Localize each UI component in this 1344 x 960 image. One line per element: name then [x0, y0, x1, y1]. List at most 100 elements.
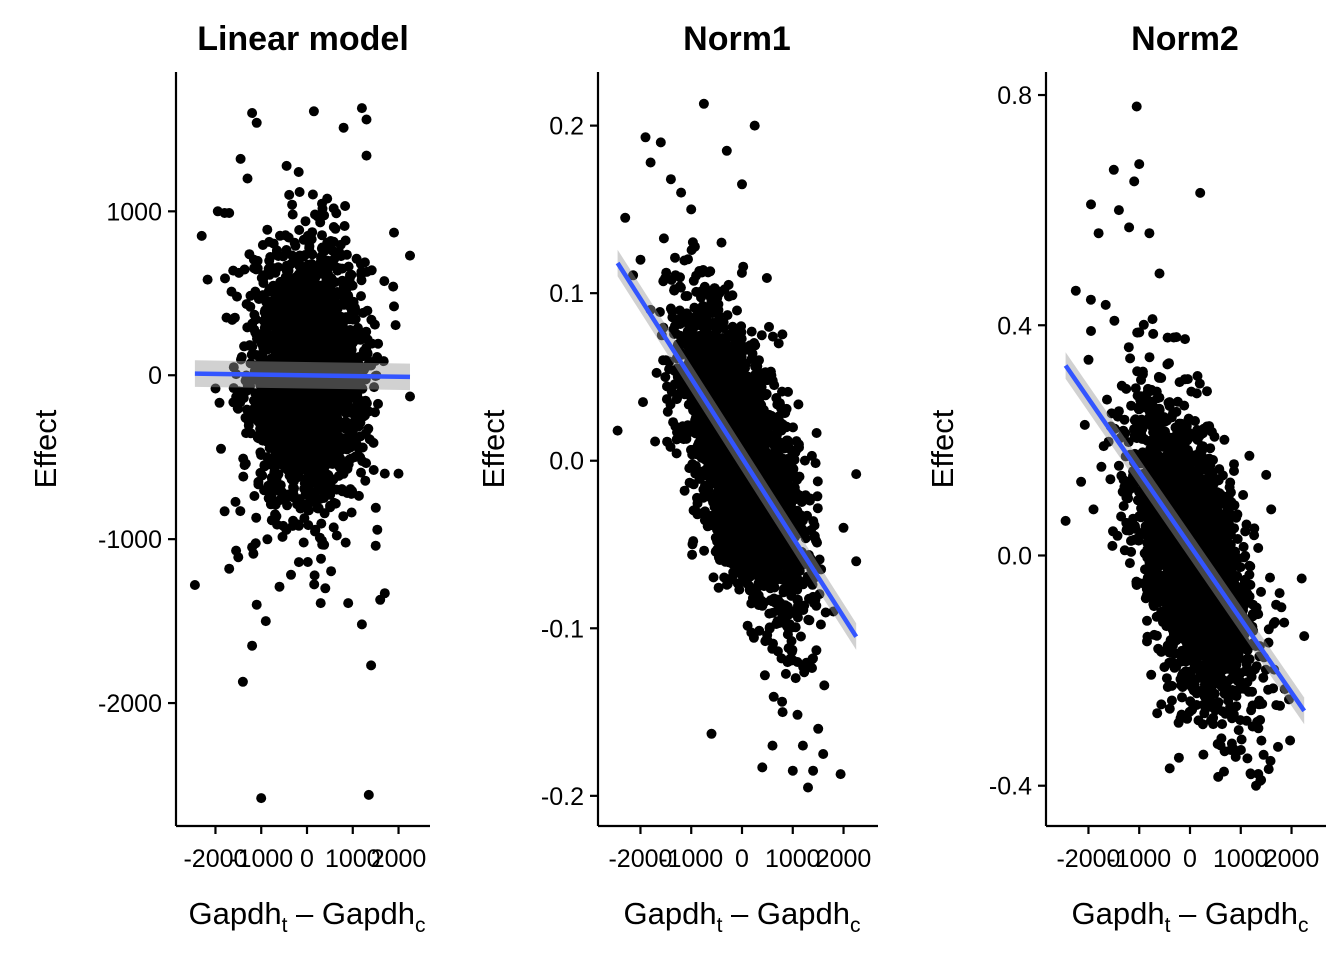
data-point: [278, 251, 289, 262]
data-point: [769, 380, 780, 391]
data-point: [687, 549, 698, 560]
data-point: [241, 428, 252, 439]
data-point: [706, 285, 717, 296]
data-point: [748, 632, 759, 643]
x-tick-label: -1000: [229, 845, 293, 873]
data-point: [333, 247, 344, 258]
data-point: [293, 408, 304, 419]
x-axis-title-part: –: [287, 896, 321, 931]
data-point: [255, 392, 266, 403]
data-point: [257, 240, 268, 250]
data-point: [262, 432, 272, 443]
data-point: [757, 600, 768, 611]
data-point: [752, 548, 763, 559]
data-point: [795, 631, 806, 642]
data-point: [361, 150, 372, 161]
data-point: [699, 545, 710, 556]
data-point: [310, 395, 321, 406]
data-point: [806, 525, 816, 536]
data-point: [247, 640, 258, 651]
data-point: [344, 314, 355, 325]
data-point: [238, 471, 249, 482]
data-point: [270, 499, 281, 510]
data-point: [281, 160, 292, 171]
y-axis-title: Effect: [28, 409, 63, 488]
data-point: [369, 382, 380, 393]
data-point: [325, 282, 336, 293]
data-point: [256, 450, 267, 460]
data-point: [304, 241, 315, 252]
data-point: [319, 291, 330, 302]
data-point: [224, 208, 235, 218]
x-tick-label: -2000: [183, 845, 247, 873]
data-point: [674, 305, 685, 316]
data-point: [274, 316, 285, 327]
data-point: [654, 307, 665, 317]
data-point: [336, 335, 347, 346]
data-point: [318, 334, 329, 345]
data-point: [264, 269, 275, 280]
data-point: [265, 252, 276, 262]
data-point: [267, 400, 278, 411]
data-point: [811, 645, 822, 656]
data-point: [292, 333, 302, 344]
data-point: [739, 569, 750, 580]
data-point: [312, 317, 323, 328]
data-point: [756, 330, 767, 341]
data-point: [328, 203, 339, 214]
data-point: [235, 506, 246, 517]
data-point: [650, 436, 661, 447]
data-point: [776, 653, 787, 664]
data-point: [300, 250, 311, 260]
data-point: [288, 482, 299, 493]
data-point: [294, 454, 305, 465]
data-point: [307, 227, 318, 238]
data-point: [280, 357, 291, 368]
data-point: [761, 375, 772, 386]
data-point: [244, 340, 255, 351]
data-point: [304, 288, 314, 299]
data-point: [345, 437, 356, 447]
data-point: [690, 461, 701, 471]
data-point: [751, 359, 762, 370]
data-point: [784, 609, 795, 620]
data-point: [361, 114, 372, 125]
data-point: [301, 445, 312, 456]
data-point: [339, 388, 350, 399]
data-point: [784, 514, 795, 525]
data-point: [320, 583, 331, 594]
x-tick-label: 0: [300, 845, 314, 873]
data-point: [751, 373, 762, 384]
data-point: [339, 221, 350, 231]
data-point: [358, 346, 369, 357]
data-point: [259, 380, 270, 391]
data-point: [682, 291, 693, 301]
data-point: [347, 426, 358, 437]
data-point: [340, 201, 351, 211]
data-point: [318, 486, 329, 497]
data-point: [251, 117, 262, 128]
data-point: [267, 488, 278, 499]
data-point: [743, 580, 754, 591]
data-point: [291, 416, 302, 427]
data-point: [333, 470, 344, 481]
data-point: [746, 326, 757, 337]
data-point: [378, 356, 389, 367]
data-point: [305, 302, 316, 313]
data-point: [356, 467, 366, 478]
data-point: [297, 353, 307, 364]
data-point: [291, 443, 302, 454]
data-point: [375, 594, 386, 605]
data-point: [665, 441, 676, 452]
data-point: [305, 469, 316, 480]
data-point: [189, 580, 200, 590]
data-point: [253, 430, 264, 441]
data-point: [202, 274, 213, 285]
data-point: [303, 336, 314, 347]
data-point: [692, 509, 703, 520]
data-point: [322, 193, 333, 204]
data-point: [294, 318, 305, 329]
data-point: [346, 507, 357, 518]
data-point: [798, 579, 809, 590]
